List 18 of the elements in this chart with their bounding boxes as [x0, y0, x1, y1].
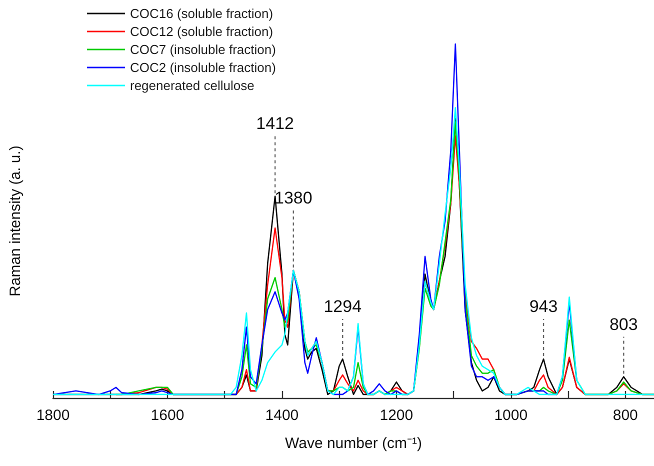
legend-label: COC7 (insoluble fraction)	[130, 42, 276, 57]
legend-label: COC16 (soluble fraction)	[130, 6, 274, 21]
annotation: 1294	[324, 297, 362, 316]
legend-label: regenerated cellulose	[130, 78, 254, 93]
x-tick-label: 1600	[150, 407, 184, 424]
annotation: 1380	[274, 188, 312, 208]
legend-label: COC2 (insoluble fraction)	[130, 60, 276, 75]
annotation: 1412	[256, 114, 294, 134]
annotation: 943	[529, 297, 558, 316]
y-axis-title: Raman intensity (a. u.)	[7, 146, 24, 296]
x-tick-label: 1400	[265, 407, 299, 424]
x-tick-label: 1200	[380, 407, 414, 424]
x-tick-label: 1000	[494, 407, 528, 424]
x-tick-label: 800	[612, 407, 638, 424]
x-axis-title: Wave number (cm⁻¹)	[285, 435, 422, 452]
x-tick-label: 1800	[36, 407, 70, 424]
legend-label: COC12 (soluble fraction)	[130, 24, 274, 39]
annotation: 803	[609, 314, 638, 334]
